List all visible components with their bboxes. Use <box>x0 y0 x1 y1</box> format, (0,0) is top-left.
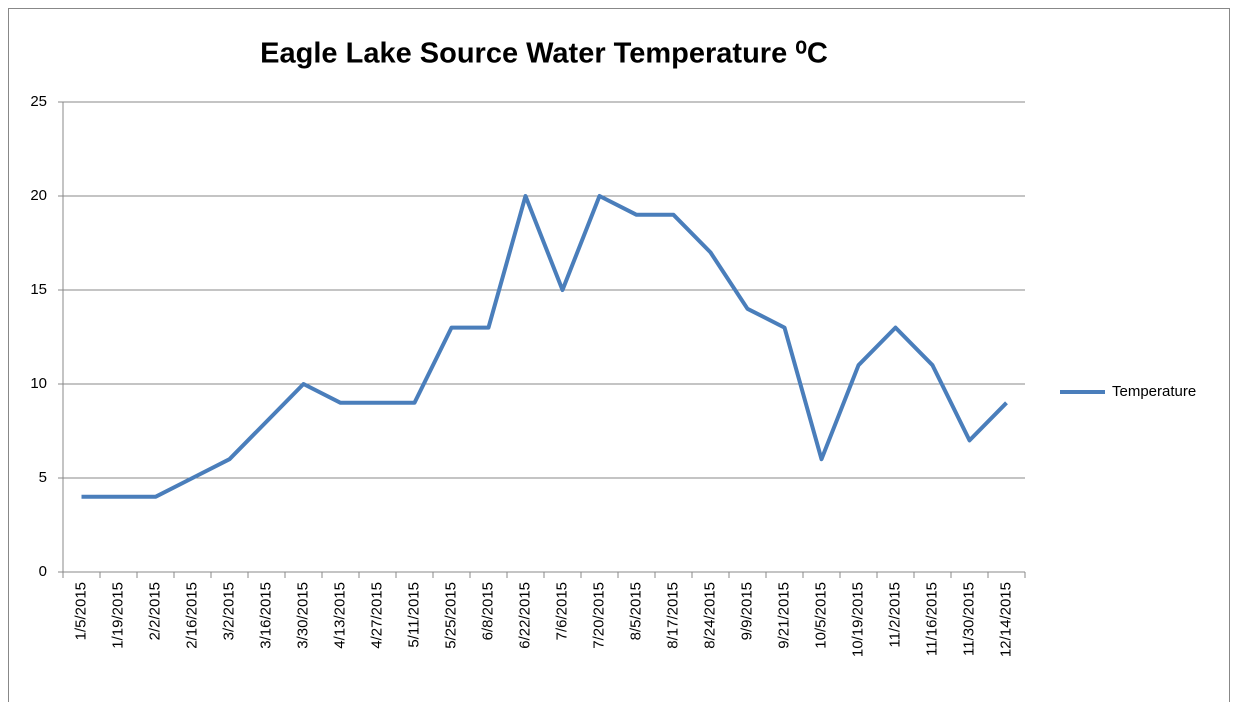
x-tick-label: 8/5/2015 <box>627 582 644 640</box>
x-tick-label: 6/22/2015 <box>516 582 533 649</box>
x-tick-label: 5/25/2015 <box>442 582 459 649</box>
y-tick-label: 25 <box>30 93 47 110</box>
x-tick-label: 6/8/2015 <box>479 582 496 640</box>
legend-label: Temperature <box>1112 383 1196 400</box>
x-tick-label: 11/30/2015 <box>960 582 977 656</box>
x-tick-label: 1/5/2015 <box>72 582 89 640</box>
y-tick-label: 15 <box>30 281 47 298</box>
x-tick-label: 10/19/2015 <box>849 582 866 657</box>
line-series <box>81 194 1008 499</box>
x-tick-label: 4/13/2015 <box>331 582 348 649</box>
x-tick-label: 12/14/2015 <box>997 582 1014 657</box>
y-tick-label: 20 <box>30 187 47 204</box>
x-tick-label: 8/17/2015 <box>664 582 681 649</box>
x-tick-label: 11/16/2015 <box>923 582 940 656</box>
x-tick-label: 8/24/2015 <box>701 582 718 649</box>
x-tick-label: 1/19/2015 <box>109 582 126 649</box>
x-tick-label: 9/21/2015 <box>775 582 792 649</box>
x-tick-label: 5/11/2015 <box>405 582 422 648</box>
x-tick-label: 4/27/2015 <box>368 582 385 649</box>
x-tick-label: 11/2/2015 <box>886 582 903 648</box>
x-tick-label: 7/20/2015 <box>590 582 607 649</box>
x-tick-label: 3/30/2015 <box>294 582 311 649</box>
chart-border <box>8 8 1230 702</box>
x-tick-label: 2/2/2015 <box>146 582 163 640</box>
chart-title: Eagle Lake Source Water Temperature ⁰C <box>260 38 828 70</box>
x-tick-label: 2/16/2015 <box>183 582 200 649</box>
y-tick-label: 0 <box>39 563 47 580</box>
x-tick-label: 9/9/2015 <box>738 582 755 640</box>
x-tick-label: 3/2/2015 <box>220 582 237 640</box>
x-tick-label: 10/5/2015 <box>812 582 829 649</box>
y-tick-label: 5 <box>39 469 47 486</box>
x-tick-label: 3/16/2015 <box>257 582 274 649</box>
x-tick-label: 7/6/2015 <box>553 582 570 640</box>
y-tick-label: 10 <box>30 375 47 392</box>
